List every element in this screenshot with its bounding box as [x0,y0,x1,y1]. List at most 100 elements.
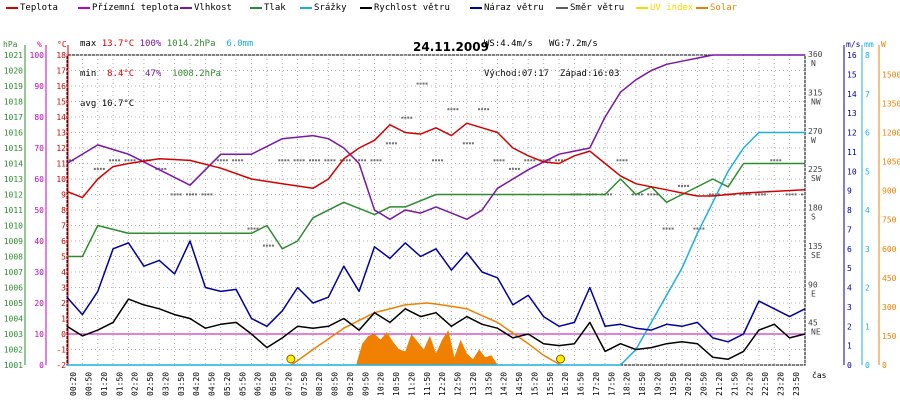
legend-item-dir: Směr větru [556,3,624,13]
wind-direction-dot [678,184,680,187]
ms-tick-label: 14 [847,90,857,99]
temp-tick-label: 8 [61,206,66,215]
ms-tick-label: 4 [847,284,852,293]
wind-direction-dot [293,159,296,162]
stats-block: max 13.7°C 100% 1014.2hPa 6.0mm min 8.4°… [80,19,253,129]
wind-direction-dot [232,159,235,162]
wind-direction-dot [607,193,610,196]
stats-max-row: max 13.7°C 100% 1014.2hPa 6.0mm [80,39,253,49]
hpa-tick-label: 1009 [4,237,23,246]
temperature-line [66,122,806,199]
wind-direction-dot [453,108,456,111]
wind-direction-dot [432,159,434,162]
wind-direction-dot [416,82,419,85]
legend-swatch-uv [636,6,648,9]
wind-direction-dot [517,167,520,170]
chart-title: 24.11.2009 [413,40,489,54]
wind-direction-dot [170,193,173,196]
sunrise-stat: Východ:07:17 [484,69,550,79]
wind-direction-dot [801,193,803,196]
w-tick-label: 300 [882,303,897,312]
x-tick-label: 07:20 [284,372,293,396]
x-tick-label: 18:20 [623,372,632,396]
hpa-tick-label: 1006 [4,284,23,293]
x-tick-label: 03:50 [177,372,186,396]
temp-tick-label: 9 [61,191,66,200]
wind-direction-dot [207,193,210,196]
wind-direction-dot [468,142,471,145]
x-tick-label: 07:50 [300,372,309,396]
wind-speed-line [66,298,806,360]
x-tick-label: 08:20 [315,372,324,396]
legend-item-wind: Rychlost větru [360,3,450,13]
wind-direction-dot [124,159,127,162]
mm-tick-label: 1 [865,322,870,331]
x-axis-label: čas [812,370,827,380]
wind-direction-dot [93,167,96,170]
pressure-line [67,162,805,258]
wind-direction-dot [702,227,705,230]
wind-direction-dot [524,159,527,162]
wind-direction-dot [668,227,671,230]
legend-label-dir: Směr větru [570,3,625,13]
wind-direction-dot [714,193,717,196]
wind-direction-dot [256,227,259,230]
wind-direction-dot [385,142,388,145]
x-tick-label: 09:20 [346,372,355,396]
wind-direction-dot [401,116,404,119]
wind-direction-dot [127,159,130,162]
legend-item-rain: Srážky [300,3,347,13]
wind-direction-dot [493,159,496,162]
wind-direction-dot [364,159,367,162]
wind-direction-dot [788,193,791,196]
wind-direction-dot [561,159,563,162]
wind-direction-dot [441,159,443,162]
wind-direction-dot [318,159,320,162]
wind-direction-dot [558,159,560,162]
wind-direction-dot [130,159,133,162]
legend-item-press: Tlak [250,3,286,13]
dir-tick-label-deg: 45 [808,319,818,328]
x-tick-label: 08:50 [331,372,340,396]
temp-tick-label: 15 [56,98,66,107]
temp-tick-label: 3 [61,284,66,293]
wind-direction-dot [438,159,440,162]
wind-direction-dot [671,227,674,230]
w-axis-title: W [881,40,886,49]
hpa-tick-label: 1010 [4,222,23,231]
series-layer [66,54,806,366]
wind-direction-dot [770,159,773,162]
ms-tick-label: 2 [847,322,852,331]
wind-direction-dot [299,159,302,162]
dir-tick-label-name: NW [811,97,821,106]
wind-direction-dot [118,159,121,162]
wind-direction-dot [339,159,342,162]
x-tick-label: 17:20 [592,372,601,396]
wind-direction-dot [327,159,330,162]
wind-direction-dot [465,142,468,145]
x-tick-label: 06:50 [269,372,278,396]
wind-direction-dot [696,227,699,230]
wind-direction-dot [542,159,545,162]
wind-direction-dot [447,108,450,111]
legend-swatch-press [250,6,262,9]
ms-tick-label: 11 [847,148,857,157]
wind-direction-dot [262,244,265,247]
wind-direction-dot [484,108,487,111]
wind-direction-dot [330,159,333,162]
dir-tick-label-name: E [811,289,816,298]
wind-direction-dot [201,193,204,196]
w-tick-label: 1200 [882,129,900,138]
x-tick-label: 11:20 [407,372,416,396]
mm-tick-label: 5 [865,167,870,176]
x-tick-label: 21:20 [715,372,724,396]
wind-direction-dot [315,159,317,162]
wind-gust-line [66,240,806,343]
pct-tick-label: 70 [34,144,44,153]
dir-tick-label-deg: 225 [808,165,823,174]
legend-label-rain: Srážky [314,3,347,13]
dir-tick-label-deg: 315 [808,88,823,97]
temp-tick-label: 1 [61,315,66,324]
axes: 1001100210031004100510061007100810091010… [3,40,900,396]
